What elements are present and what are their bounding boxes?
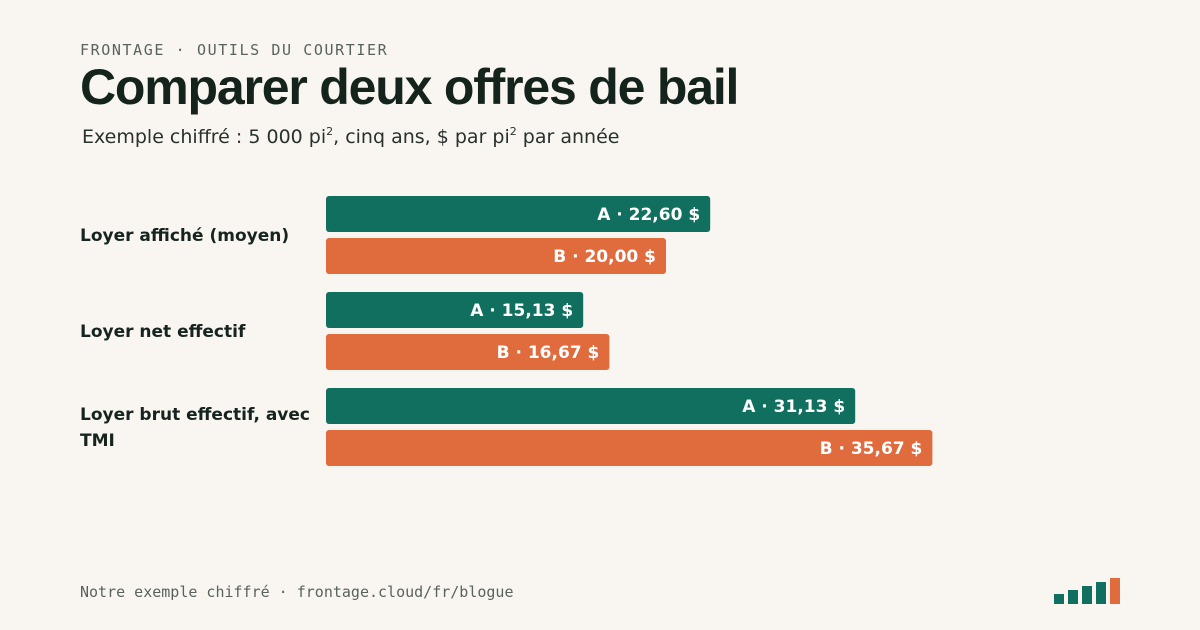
lease-comparison-chart: Loyer affiché (moyen) A · 22,60 $ B · 20,0…: [80, 196, 933, 466]
bar-b: [326, 238, 666, 274]
subtitle-superscript-1: 2: [326, 125, 334, 138]
logo-bar-1: [1054, 594, 1064, 604]
logo-bar-5: [1110, 578, 1120, 604]
subtitle-part-2: , cinq ans, $ par pi: [333, 126, 510, 148]
category-label: Loyer net effectif: [80, 322, 246, 342]
bar-value-label: B · 35,67 $: [820, 439, 923, 459]
bar-b: [326, 334, 610, 370]
eyebrow: FRONTAGE · OUTILS DU COURTIER: [80, 41, 389, 59]
bar-value-label: A · 15,13 $: [470, 301, 573, 321]
logo-bar-4: [1096, 582, 1106, 604]
footer-credit: Notre exemple chiffré · frontage.cloud/f…: [80, 583, 514, 601]
logo-bar-2: [1068, 590, 1078, 604]
bar-a: [326, 196, 711, 232]
subtitle-part-1: Exemple chiffré : 5 000 pi: [82, 126, 327, 148]
page-title: Comparer deux offres de bail: [80, 59, 739, 115]
bar-logo-icon: [1054, 578, 1120, 604]
bar-value-label: B · 16,67 $: [497, 343, 600, 363]
subtitle: Exemple chiffré : 5 000 pi2, cinq ans, $…: [82, 126, 619, 148]
bar-value-label: B · 20,00 $: [553, 247, 656, 267]
logo-bar-3: [1082, 586, 1092, 604]
bar-a: [326, 388, 856, 424]
subtitle-superscript-2: 2: [509, 125, 517, 138]
category-label: Loyer affiché (moyen): [80, 226, 289, 246]
bar-b: [326, 430, 933, 466]
category-label: Loyer brut effectif, avec TMI: [80, 405, 310, 451]
bar-value-label: A · 31,13 $: [742, 397, 845, 417]
bar-value-label: A · 22,60 $: [597, 205, 700, 225]
subtitle-part-3: par année: [516, 126, 620, 148]
bar-a: [326, 292, 584, 328]
